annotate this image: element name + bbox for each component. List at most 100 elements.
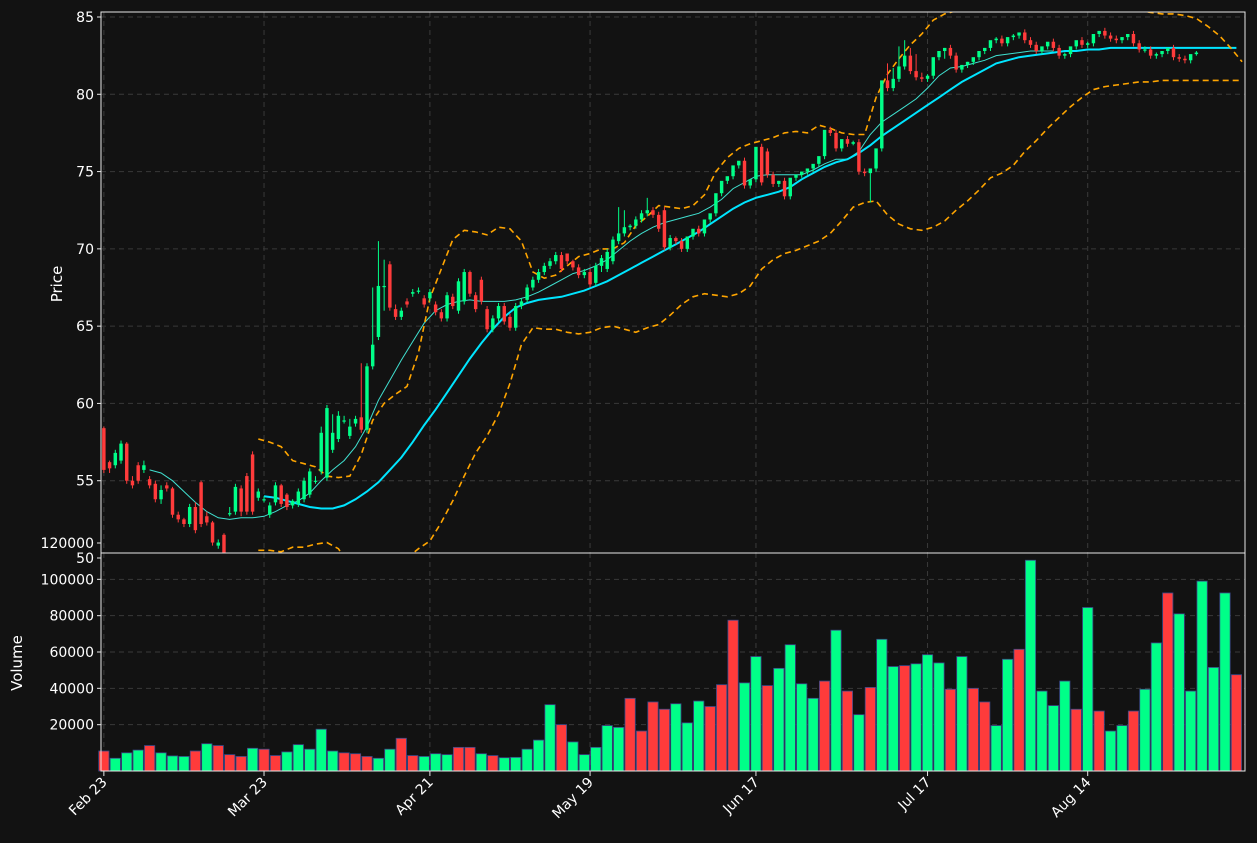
candle-body [1103, 30, 1107, 36]
candle-body [1126, 34, 1130, 38]
candle-body [451, 296, 455, 307]
candle-body [1080, 40, 1084, 45]
candle-body [513, 306, 518, 328]
candle-body [914, 71, 918, 78]
volume-bar [212, 745, 224, 772]
candle-body [227, 513, 232, 515]
candle-body [788, 177, 792, 197]
volume-bar [967, 687, 979, 772]
volume-bar [155, 752, 167, 772]
candle-body [210, 522, 215, 543]
candle-body [742, 160, 747, 186]
candle-body [622, 227, 627, 234]
candle-body [1000, 38, 1004, 44]
volume-bar [807, 697, 819, 772]
candle-body [1023, 32, 1027, 41]
candle-body [353, 418, 358, 424]
candle-body [725, 176, 730, 181]
candle-body [651, 210, 655, 215]
candle-body [571, 261, 575, 268]
volume-bar [452, 746, 465, 772]
candle-body [1091, 34, 1096, 44]
candle-body [273, 485, 278, 503]
candle-body [222, 534, 226, 553]
candle-body [393, 309, 398, 317]
volume-bar [887, 666, 899, 772]
volume-bar [372, 757, 384, 772]
candle-body [765, 151, 770, 175]
volume-bar [521, 748, 533, 772]
candle-body [805, 168, 810, 172]
volume-y-tick-labels: 20000 40000 60000 80000 100000 120000 [41, 536, 101, 734]
candle-body [176, 514, 180, 520]
candle-body [582, 272, 587, 276]
price-y-tick-label: 60 [76, 396, 94, 412]
candle-body [548, 261, 552, 266]
candle-body [456, 281, 461, 311]
volume-bar [121, 752, 133, 772]
candle-body [428, 292, 432, 299]
candle-body [502, 306, 506, 322]
volume-bar [1024, 559, 1037, 772]
volume-bar [624, 697, 636, 772]
candle-body [165, 485, 169, 489]
candle-body [754, 146, 758, 180]
candle-body [525, 287, 529, 300]
candle-body [748, 179, 752, 186]
candle-body [325, 408, 329, 478]
candle-body [405, 301, 409, 305]
volume-bar [921, 654, 934, 772]
volume-bar [1036, 690, 1048, 772]
volume-bar [189, 750, 201, 772]
volume-bar [1139, 688, 1151, 772]
candle-body [1171, 47, 1176, 58]
volume-panel: 20000 40000 60000 80000 100000 120000 Volume [8, 536, 1246, 772]
volume-y-tick-label: 100000 [41, 572, 94, 588]
candle-body [862, 171, 867, 174]
price-y-tick-label: 55 [76, 474, 94, 490]
candle-body [445, 295, 449, 319]
volume-bar [1093, 710, 1105, 772]
volume-bar [1047, 705, 1059, 772]
candle-body [857, 142, 861, 172]
candle-body [594, 265, 598, 283]
candle-body [960, 64, 964, 70]
candle-body [1051, 41, 1056, 48]
candle-body [1148, 49, 1153, 56]
candle-body [885, 80, 890, 89]
candle-body [468, 272, 472, 294]
candle-body [508, 316, 512, 328]
candle-body [954, 55, 958, 70]
volume-bar [258, 748, 270, 772]
candle-body [971, 57, 976, 62]
candle-body [840, 139, 844, 149]
candle-body [851, 142, 855, 144]
volume-bar [876, 638, 888, 772]
candle-body [1143, 49, 1147, 51]
price-panel: 50 55 60 65 70 75 80 85 Price [48, 10, 1246, 567]
volume-bar [956, 656, 968, 772]
candle-body [616, 233, 621, 242]
volume-bar [727, 619, 739, 772]
volume-y-tick-label: 40000 [49, 681, 94, 697]
candle-body [142, 465, 146, 470]
candle-body [536, 272, 541, 280]
candle-body [794, 174, 798, 178]
candle-body [205, 516, 209, 523]
volume-bar [1219, 592, 1231, 772]
candle-body [645, 210, 649, 214]
volume-bar [635, 730, 648, 772]
volume-bar [944, 688, 956, 772]
candle-body [685, 236, 690, 249]
candle-body [313, 480, 318, 482]
candle-body [1188, 54, 1193, 61]
candle-body [1028, 40, 1033, 45]
volume-bar [716, 684, 728, 772]
volume-bar [1173, 613, 1185, 772]
volume-bar [830, 629, 842, 772]
volume-bar [819, 680, 831, 772]
candle-body [216, 542, 220, 546]
volume-y-tick-label: 120000 [41, 536, 94, 552]
candle-body [1137, 43, 1141, 50]
candle-body [799, 171, 804, 175]
